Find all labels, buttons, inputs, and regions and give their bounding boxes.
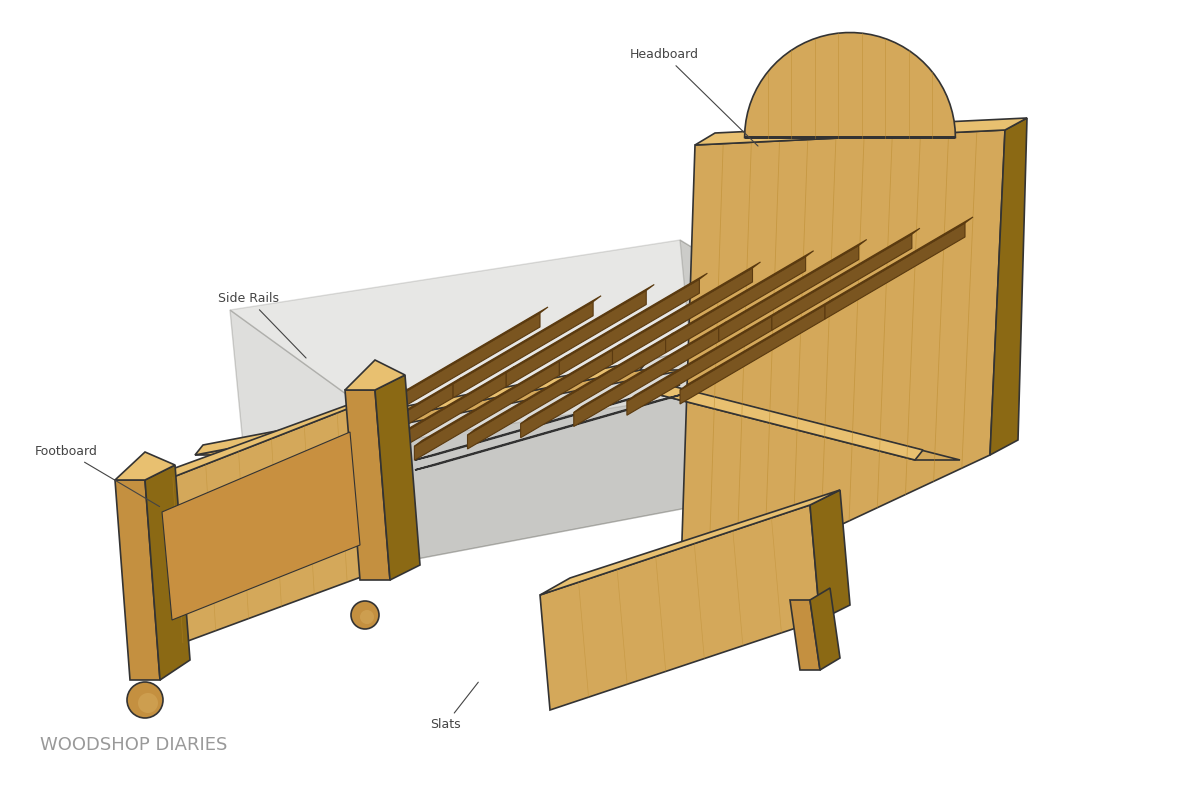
Polygon shape xyxy=(680,299,833,390)
Polygon shape xyxy=(826,223,965,319)
Polygon shape xyxy=(680,130,1006,600)
Polygon shape xyxy=(400,313,540,409)
Circle shape xyxy=(352,601,379,629)
Polygon shape xyxy=(230,240,820,415)
Polygon shape xyxy=(346,360,406,390)
Polygon shape xyxy=(256,389,408,480)
Polygon shape xyxy=(540,490,840,595)
Polygon shape xyxy=(415,385,680,460)
Polygon shape xyxy=(361,366,515,457)
Polygon shape xyxy=(521,333,673,424)
Polygon shape xyxy=(145,465,190,680)
Polygon shape xyxy=(361,373,506,471)
Polygon shape xyxy=(374,325,835,565)
Polygon shape xyxy=(140,384,406,490)
Polygon shape xyxy=(772,234,912,331)
Polygon shape xyxy=(612,262,761,350)
Circle shape xyxy=(360,610,374,624)
Polygon shape xyxy=(666,257,805,353)
Polygon shape xyxy=(660,395,960,460)
Polygon shape xyxy=(660,385,923,460)
Polygon shape xyxy=(415,395,680,470)
Polygon shape xyxy=(772,229,920,316)
Polygon shape xyxy=(346,390,390,580)
Polygon shape xyxy=(400,307,548,395)
Polygon shape xyxy=(414,355,568,446)
Text: Footboard: Footboard xyxy=(35,445,160,506)
Polygon shape xyxy=(115,452,175,480)
Text: Headboard: Headboard xyxy=(630,48,758,146)
Text: WOODSHOP DIARIES: WOODSHOP DIARIES xyxy=(40,736,227,754)
Polygon shape xyxy=(230,310,385,565)
Polygon shape xyxy=(194,370,685,455)
Polygon shape xyxy=(826,217,973,305)
Circle shape xyxy=(127,682,163,718)
Polygon shape xyxy=(506,285,654,373)
Polygon shape xyxy=(574,327,719,426)
Polygon shape xyxy=(115,480,160,680)
Polygon shape xyxy=(559,279,700,375)
Polygon shape xyxy=(612,268,752,364)
Polygon shape xyxy=(540,505,820,710)
Polygon shape xyxy=(680,240,835,480)
Text: Slats: Slats xyxy=(430,682,479,731)
Polygon shape xyxy=(680,305,826,404)
Polygon shape xyxy=(140,400,380,655)
Polygon shape xyxy=(256,395,400,494)
Polygon shape xyxy=(414,361,559,460)
Polygon shape xyxy=(468,350,612,449)
Text: Side Rails: Side Rails xyxy=(218,292,306,358)
Polygon shape xyxy=(990,118,1027,455)
Polygon shape xyxy=(194,360,648,455)
Polygon shape xyxy=(666,251,814,339)
Polygon shape xyxy=(719,245,859,342)
Polygon shape xyxy=(719,240,866,327)
Polygon shape xyxy=(374,375,420,580)
Polygon shape xyxy=(574,321,727,412)
Polygon shape xyxy=(454,301,593,398)
Polygon shape xyxy=(245,395,835,565)
Circle shape xyxy=(138,693,158,713)
Polygon shape xyxy=(468,344,620,435)
Polygon shape xyxy=(308,384,454,483)
Polygon shape xyxy=(559,273,707,361)
Polygon shape xyxy=(626,310,780,401)
Polygon shape xyxy=(744,32,955,138)
Polygon shape xyxy=(521,339,666,437)
Polygon shape xyxy=(810,588,840,670)
Polygon shape xyxy=(308,378,461,469)
Polygon shape xyxy=(790,600,820,670)
Polygon shape xyxy=(370,384,415,570)
Polygon shape xyxy=(810,490,850,620)
Polygon shape xyxy=(162,432,360,620)
Polygon shape xyxy=(695,118,1027,145)
Polygon shape xyxy=(454,296,601,384)
Polygon shape xyxy=(626,316,772,415)
Polygon shape xyxy=(506,290,647,387)
